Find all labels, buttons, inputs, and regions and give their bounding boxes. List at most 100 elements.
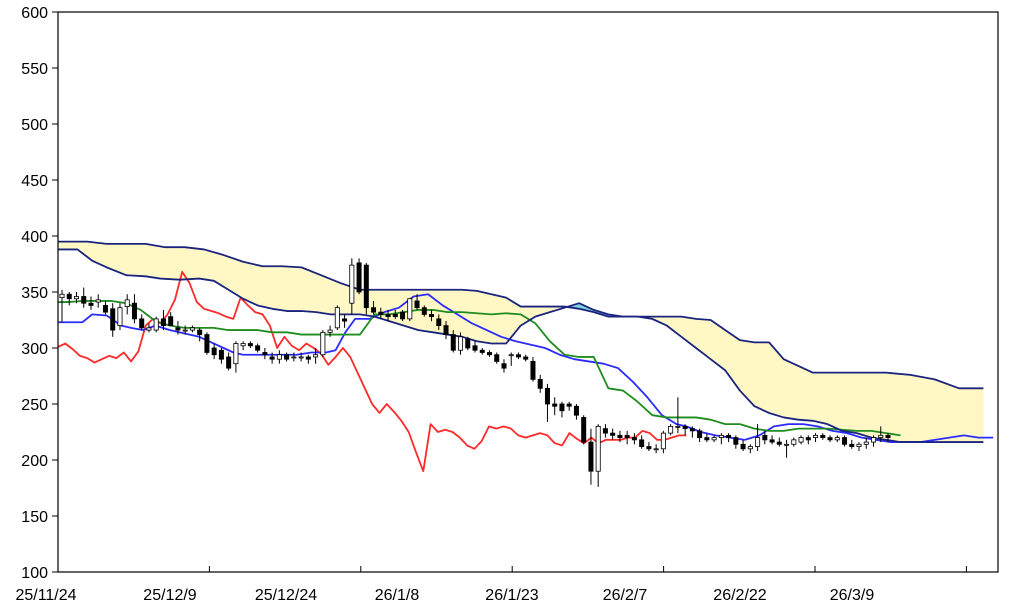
candle	[131, 294, 137, 324]
cloud-segment	[788, 360, 792, 419]
cloud-segment	[186, 247, 190, 280]
cloud-segment	[230, 257, 234, 294]
cloud-segment	[235, 258, 239, 297]
cloud-segment	[807, 369, 811, 421]
cloud-segment	[685, 317, 690, 344]
cloud-segment	[374, 289, 378, 318]
candle	[791, 437, 797, 447]
cloud-segment	[169, 246, 173, 280]
cloud-segment	[919, 376, 923, 443]
y-tick-label: 450	[21, 173, 48, 190]
cloud-segment	[172, 246, 176, 280]
cloud-segment	[259, 265, 263, 307]
cloud-segment	[851, 372, 855, 434]
cloud-segment	[466, 289, 470, 340]
cloud-segment	[464, 289, 468, 339]
cloud-segment	[846, 372, 850, 433]
candle	[269, 352, 275, 364]
cloud-segment	[89, 241, 93, 262]
cloud-segment	[678, 316, 682, 338]
candle	[349, 258, 355, 315]
cloud-segment	[897, 373, 901, 443]
cloud-segment	[315, 272, 319, 313]
x-tick-label: 25/12/9	[143, 587, 196, 604]
cloud-segment	[264, 265, 268, 309]
x-tick-label: 25/12/24	[255, 587, 317, 604]
cloud-segment	[213, 251, 217, 283]
candle	[668, 424, 674, 436]
cloud-segment	[936, 379, 940, 443]
cloud-segment	[215, 252, 220, 285]
y-tick-label: 500	[21, 117, 48, 134]
candle	[95, 294, 101, 308]
cloud-segment	[737, 337, 741, 392]
candle	[842, 435, 848, 447]
candle	[646, 442, 652, 452]
cloud-segment	[978, 388, 982, 443]
cloud-segment	[201, 248, 205, 280]
candle	[182, 325, 188, 335]
cloud-segment	[194, 247, 198, 280]
candle	[769, 435, 775, 445]
cloud-segment	[198, 248, 202, 280]
y-tick-label: 100	[21, 565, 48, 582]
candle	[160, 309, 166, 331]
candle	[588, 428, 594, 485]
cloud-segment	[771, 344, 775, 415]
candle	[124, 294, 130, 315]
cloud-segment	[486, 292, 490, 344]
cloud-segment	[310, 270, 314, 313]
cloud-segment	[91, 241, 95, 263]
cloud-segment	[963, 388, 967, 443]
candle	[747, 444, 753, 454]
candle	[675, 397, 681, 434]
candle	[653, 444, 659, 454]
cloud-segment	[503, 296, 507, 344]
cloud-segment	[905, 374, 909, 443]
cloud-segment	[323, 275, 327, 315]
candle	[450, 330, 456, 353]
cloud-segment	[776, 349, 780, 417]
cloud-segment	[123, 243, 127, 276]
cloud-segment	[108, 243, 112, 270]
y-tick-label: 250	[21, 397, 48, 414]
candle	[733, 435, 739, 449]
candle	[443, 321, 449, 340]
candle	[262, 348, 268, 360]
cloud-segment	[459, 289, 463, 338]
cloud-segment	[257, 264, 261, 307]
cloud-segment	[505, 297, 509, 345]
cloud-segment	[284, 266, 288, 312]
cloud-segment	[958, 388, 962, 443]
candle	[189, 325, 195, 333]
cloud-segment	[276, 265, 280, 311]
candle	[197, 327, 203, 342]
cloud-segment	[65, 241, 69, 250]
cloud-segment	[252, 263, 256, 305]
cloud-segment	[690, 317, 694, 347]
cloud-segment	[488, 293, 492, 344]
candle	[523, 354, 529, 362]
cloud-segment	[693, 318, 697, 349]
cloud-segment	[817, 372, 821, 423]
cloud-segment	[296, 266, 300, 312]
candle	[718, 433, 724, 445]
candle	[776, 437, 782, 447]
candle	[392, 309, 398, 319]
candle	[298, 352, 304, 362]
cloud-segment	[60, 241, 64, 250]
cloud-segment	[359, 289, 363, 316]
candle	[878, 426, 884, 443]
cloud-segment	[917, 375, 921, 443]
cloud-segment	[902, 373, 906, 443]
candle	[697, 428, 703, 443]
cloud-segment	[885, 372, 889, 441]
candle	[610, 428, 616, 440]
cloud-segment	[298, 266, 302, 312]
candle	[320, 330, 326, 357]
x-tick-label: 26/3/9	[830, 587, 875, 604]
cloud-segment	[795, 364, 799, 421]
cloud-segment	[839, 372, 843, 432]
cloud-segment	[805, 368, 809, 421]
cloud-segment	[698, 318, 702, 353]
